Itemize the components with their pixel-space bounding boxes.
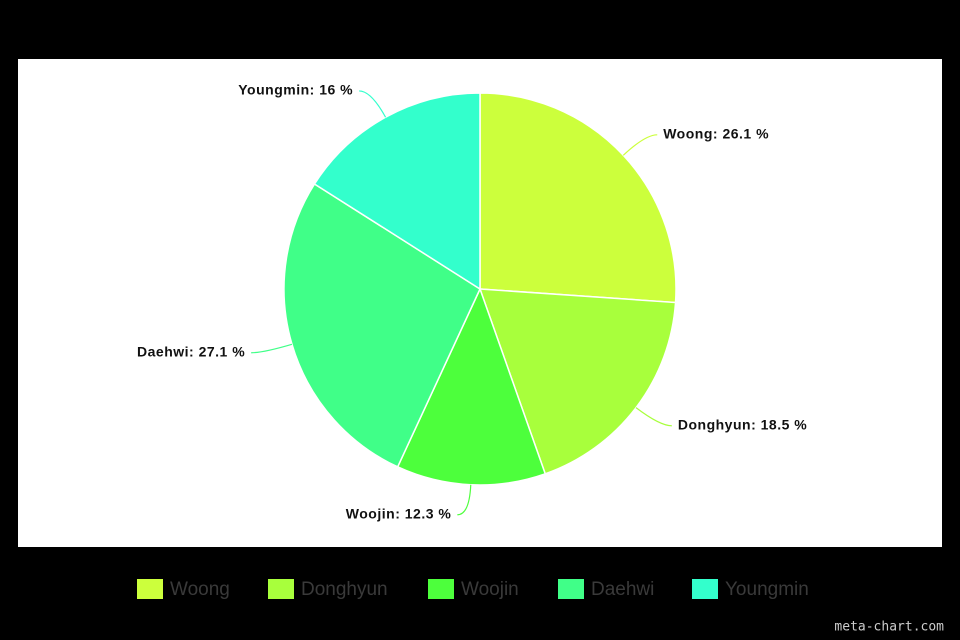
watermark: meta-chart.com (834, 620, 944, 635)
leader-line (251, 343, 293, 354)
leader-line (359, 90, 387, 118)
legend-swatch (137, 579, 163, 599)
pie-slice (396, 287, 547, 486)
pie-slice (283, 182, 481, 468)
legend-swatch (558, 579, 584, 599)
legend-label: Woojin (461, 579, 519, 600)
legend-swatch (268, 579, 294, 599)
leader-line (457, 484, 472, 516)
legend-label: Donghyun (301, 579, 388, 600)
data-label: Donghyun: 18.5 % (678, 417, 807, 433)
leader-line (622, 134, 658, 156)
legend-label: Youngmin (725, 579, 809, 600)
legend-label: Woong (170, 579, 230, 600)
legend-label: Daehwi (591, 579, 654, 600)
legend-swatch (428, 579, 454, 599)
pie-slice (313, 92, 481, 291)
data-label: Woong: 26.1 % (663, 126, 769, 142)
leader-line (635, 407, 672, 427)
data-label: Woojin: 12.3 % (346, 505, 452, 521)
pie-slice (478, 288, 677, 475)
legend-swatch (692, 579, 718, 599)
data-label: Daehwi: 27.1 % (137, 343, 245, 359)
data-label: Youngmin: 16 % (238, 82, 353, 98)
pie-slice (479, 92, 677, 304)
